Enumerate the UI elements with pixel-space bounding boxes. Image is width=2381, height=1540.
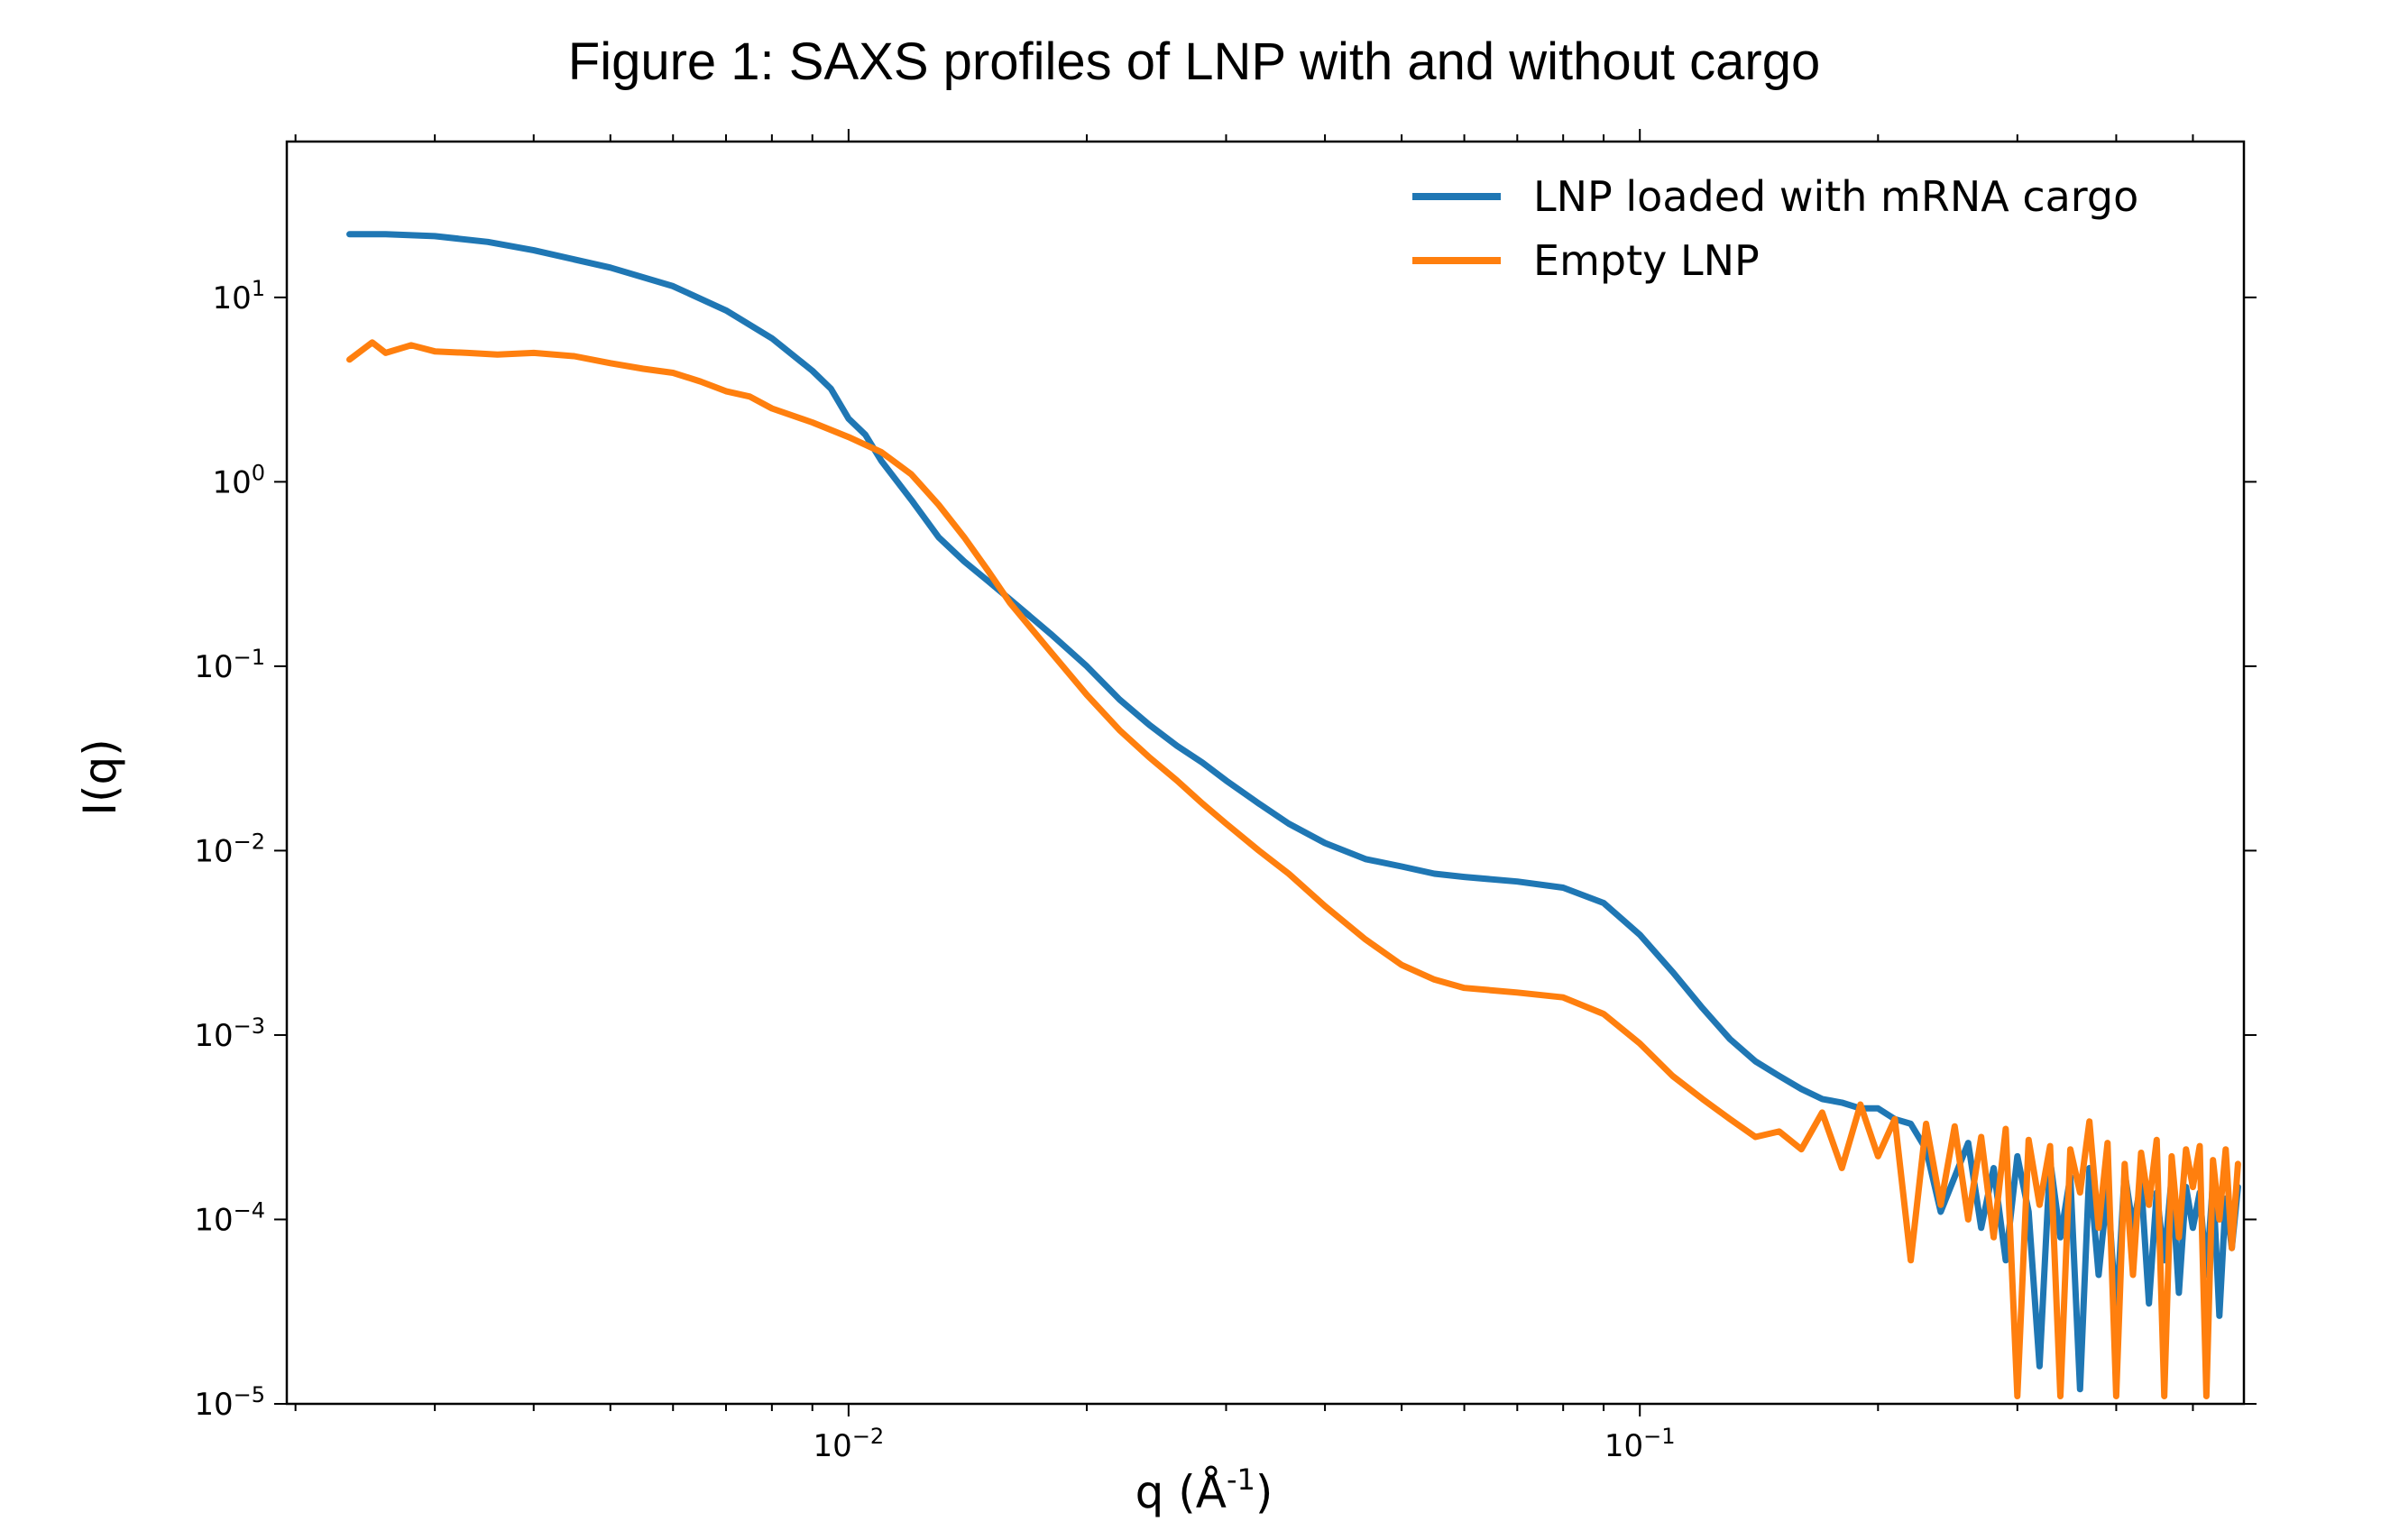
y-axis-label: I(q) — [74, 738, 126, 816]
x-tick-label: 10−2 — [814, 1424, 885, 1464]
y-tick-label: 100 — [212, 460, 265, 500]
x-axis-label-main: q (Å — [1135, 1466, 1227, 1518]
y-tick-label: 10−5 — [194, 1382, 265, 1423]
series-line-1 — [346, 231, 2241, 1393]
series-group — [346, 231, 2241, 1399]
x-tick-label: 10−1 — [1604, 1424, 1676, 1464]
chart-legend: LNP loaded with mRNA cargo Empty LNP — [1412, 172, 2138, 285]
axis-ticks — [274, 129, 2257, 1416]
figure-title: Figure 1: SAXS profiles of LNP with and … — [568, 32, 1820, 91]
y-tick-label: 101 — [212, 276, 265, 316]
y-tick-label: 10−1 — [194, 645, 265, 685]
x-axis-label-close: ) — [1255, 1466, 1273, 1518]
x-axis-label: q (Å-1) — [1135, 1462, 1273, 1518]
y-tick-label: 10−2 — [194, 829, 265, 869]
legend-label-1: LNP loaded with mRNA cargo — [1533, 172, 2138, 221]
plot-area: 10−2 10−1 101 100 10−1 10−2 10−3 10−4 10−5 — [194, 129, 2257, 1464]
y-tick-label: 10−3 — [194, 1013, 265, 1054]
series-line-2 — [346, 339, 2241, 1399]
axes-frame — [285, 140, 2246, 1406]
x-axis-label-exponent: -1 — [1227, 1462, 1255, 1497]
legend-label-2: Empty LNP — [1533, 236, 1760, 285]
y-tick-label: 10−4 — [194, 1197, 265, 1238]
